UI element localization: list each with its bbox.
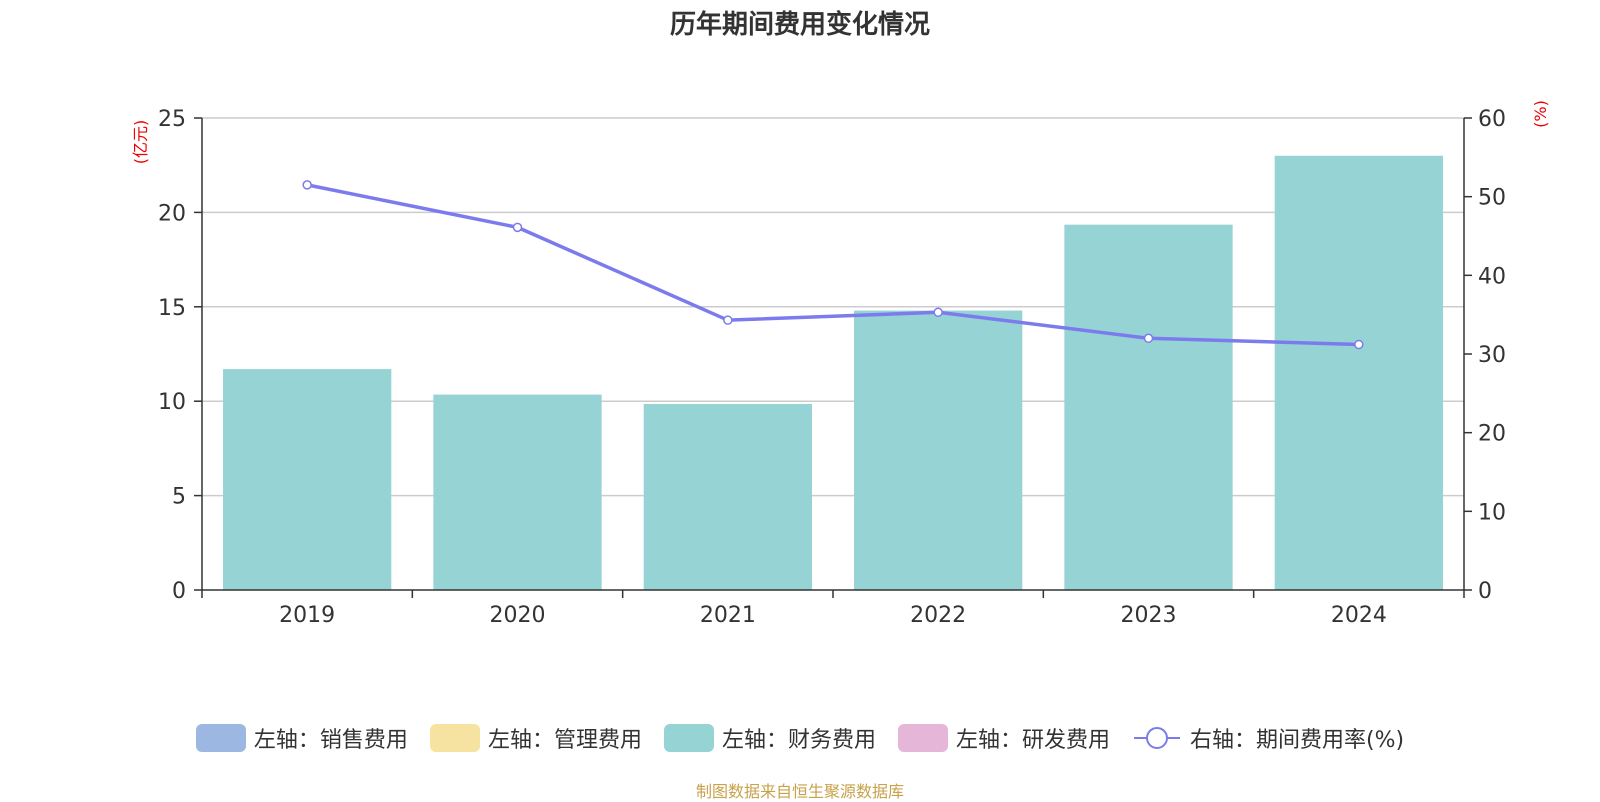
y-right-axis-label: (%) bbox=[1531, 100, 1550, 128]
y-left-tick-label: 10 bbox=[158, 390, 186, 415]
y-right-tick-label: 0 bbox=[1478, 579, 1492, 604]
bar bbox=[643, 404, 812, 590]
y-left-tick-label: 25 bbox=[158, 107, 186, 132]
legend-item-admin[interactable]: 左轴：管理费用 bbox=[429, 722, 642, 754]
expense-ratio-point bbox=[1354, 339, 1364, 350]
legend-swatch-admin bbox=[429, 724, 480, 752]
legend-label-expense-ratio: 右轴：期间费用率(%) bbox=[1189, 728, 1405, 753]
chart-legend: 左轴：销售费用 左轴：管理费用 左轴：财务费用 左轴：研发费用 右轴：期间费用率… bbox=[0, 720, 1600, 756]
expense-ratio-line bbox=[306, 183, 1359, 347]
source-note: 制图数据来自恒生聚源数据库 bbox=[695, 782, 904, 801]
legend-item-rnd[interactable]: 左轴：研发费用 bbox=[897, 722, 1110, 754]
legend-label-finance: 左轴：财务费用 bbox=[721, 728, 876, 753]
expense-ratio-point bbox=[723, 315, 733, 325]
y-left-tick-label: 15 bbox=[158, 296, 186, 321]
x-tick-label: 2023 bbox=[1121, 603, 1177, 628]
y-left-tick-label: 0 bbox=[172, 579, 186, 604]
expense-ratio-point bbox=[1143, 333, 1154, 344]
y-right-tick-label: 40 bbox=[1478, 264, 1506, 289]
chart-title: 历年期间费用变化情况 bbox=[669, 10, 930, 40]
expense-ratio-point bbox=[302, 180, 312, 190]
y-right-tick-label: 30 bbox=[1478, 343, 1506, 368]
bar bbox=[223, 369, 392, 590]
legend-label-sales: 左轴：销售费用 bbox=[253, 728, 408, 753]
bar bbox=[1064, 224, 1233, 590]
legend-item-sales[interactable]: 左轴：销售费用 bbox=[195, 722, 408, 754]
bar bbox=[433, 394, 602, 590]
bar bbox=[1274, 155, 1443, 590]
legend-swatch-sales bbox=[195, 724, 246, 752]
x-tick-label: 2020 bbox=[490, 603, 546, 628]
legend-swatch-rnd bbox=[897, 724, 948, 752]
x-tick-label: 2024 bbox=[1331, 603, 1387, 628]
x-tick-label: 2021 bbox=[700, 603, 756, 628]
legend-label-admin: 左轴：管理费用 bbox=[487, 728, 642, 753]
bar bbox=[854, 310, 1023, 590]
expense-ratio-point bbox=[512, 222, 523, 233]
legend-line-marker-icon bbox=[1133, 727, 1180, 749]
y-left-tick-label: 5 bbox=[172, 485, 186, 510]
legend-label-rnd: 左轴：研发费用 bbox=[955, 728, 1110, 753]
y-right-tick-label: 20 bbox=[1478, 422, 1506, 447]
y-right-tick-label: 10 bbox=[1478, 500, 1506, 525]
y-right-tick-label: 50 bbox=[1478, 186, 1506, 211]
y-left-axis-label: (亿元) bbox=[131, 120, 150, 165]
legend-item-finance[interactable]: 左轴：财务费用 bbox=[663, 722, 876, 754]
x-tick-label: 2022 bbox=[910, 603, 966, 628]
legend-swatch-finance bbox=[663, 724, 714, 752]
legend-item-expense-ratio[interactable]: 右轴：期间费用率(%) bbox=[1132, 722, 1404, 754]
x-tick-label: 2019 bbox=[279, 603, 335, 628]
y-left-tick-label: 20 bbox=[158, 201, 186, 226]
y-right-tick-label: 60 bbox=[1478, 107, 1506, 132]
expense-ratio-point bbox=[933, 307, 943, 318]
